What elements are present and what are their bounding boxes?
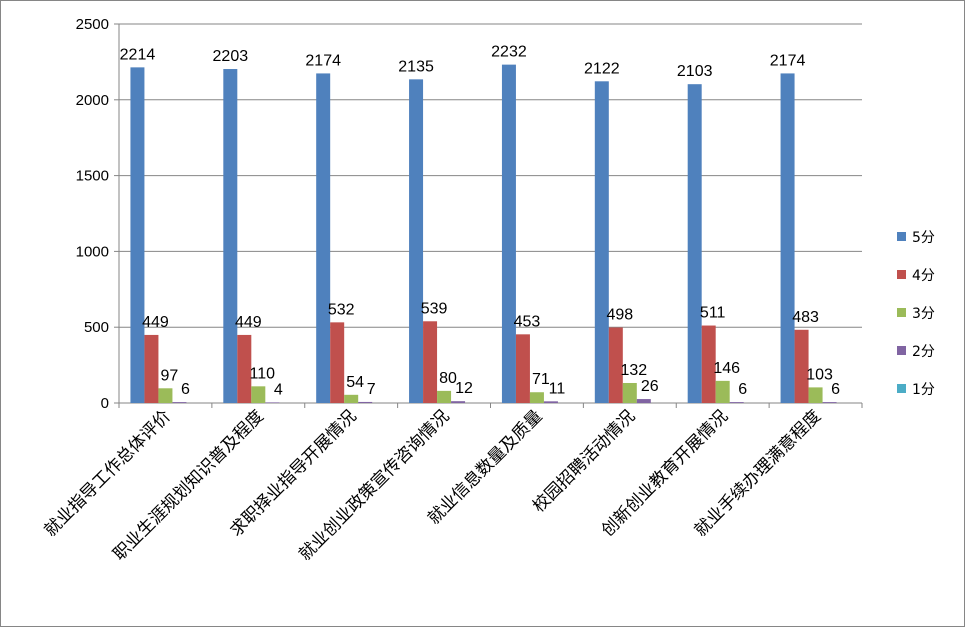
bar-2分-6	[729, 402, 744, 403]
bar-4分-5	[608, 327, 623, 403]
legend-swatch-4分	[897, 270, 906, 279]
bar-3分-5	[622, 382, 637, 403]
data-label: 453	[514, 313, 541, 330]
bar-2分-0	[172, 402, 187, 403]
legend-swatch-2分	[897, 346, 906, 355]
bar-5分-4	[501, 64, 516, 404]
legend-swatch-1分	[897, 384, 906, 393]
legend: 5分 4分 3分 2分 1分	[897, 230, 935, 398]
data-label: 511	[700, 305, 726, 322]
axes: 0 500 1000 1500 2000 2500	[76, 16, 863, 412]
y-tick-label: 2000	[76, 92, 109, 109]
data-label: 103	[806, 366, 833, 383]
bar-3分-2	[344, 394, 359, 403]
bar-5分-7	[780, 73, 795, 403]
legend-label: 2分	[912, 344, 935, 360]
data-label: 132	[620, 362, 647, 379]
data-label: 110	[250, 365, 276, 382]
bar-5分-5	[594, 81, 609, 403]
data-label: 6	[181, 381, 190, 398]
data-label: 449	[142, 314, 169, 331]
data-label: 26	[641, 378, 659, 395]
bar-4分-4	[515, 334, 530, 403]
bar-4分-3	[423, 321, 438, 403]
data-label: 4	[274, 381, 283, 398]
bar-4分-6	[701, 325, 716, 403]
y-tick-label: 2500	[76, 16, 109, 33]
gridlines	[119, 23, 862, 328]
data-label: 2135	[398, 58, 434, 75]
bars	[130, 64, 837, 404]
data-label: 2203	[213, 48, 249, 65]
legend-swatch-5分	[897, 232, 906, 241]
data-label: 12	[455, 380, 473, 397]
bar-3分-7	[808, 387, 823, 403]
y-tick-label: 1000	[76, 243, 109, 260]
legend-swatch-3分	[897, 308, 906, 317]
bar-3分-4	[529, 392, 544, 403]
bar-5分-6	[687, 84, 702, 403]
data-label: 6	[831, 381, 840, 398]
bar-3分-3	[437, 390, 452, 403]
data-label: 11	[549, 380, 566, 397]
data-label: 146	[713, 360, 740, 377]
data-label: 2232	[491, 44, 527, 61]
data-label: 483	[792, 309, 819, 326]
y-tick-label: 0	[101, 395, 109, 412]
bar-4分-7	[794, 329, 809, 403]
bar-2分-5	[636, 399, 651, 403]
data-label: 80	[439, 370, 457, 387]
legend-label: 3分	[912, 306, 935, 322]
data-label: 71	[532, 371, 550, 388]
bar-5分-1	[223, 69, 238, 403]
data-label: 2103	[677, 63, 713, 80]
category-label: 校园招聘活动情况	[529, 406, 639, 516]
bar-3分-6	[715, 380, 730, 403]
bar-3分-1	[251, 386, 266, 403]
bar-2分-3	[451, 401, 466, 403]
data-label: 449	[235, 314, 262, 331]
legend-label: 4分	[912, 268, 935, 284]
legend-label: 1分	[912, 382, 935, 398]
data-label: 2122	[584, 60, 620, 77]
bar-3分-0	[158, 388, 173, 403]
legend-label: 5分	[912, 230, 935, 246]
data-label: 97	[161, 367, 179, 384]
data-label: 6	[738, 381, 747, 398]
bar-2分-7	[822, 402, 837, 403]
y-tick-label: 500	[84, 319, 109, 336]
data-label: 7	[367, 381, 376, 398]
data-label: 54	[346, 374, 364, 391]
bar-2分-2	[358, 401, 373, 403]
bar-5分-3	[409, 79, 424, 404]
data-label: 2214	[120, 46, 156, 63]
bar-4分-1	[237, 334, 252, 403]
category-labels: 就业指导工作总体评价职业生涯规划知识普及程度求职择业指导开展情况就业创业政策宣传…	[41, 406, 825, 564]
bar-4分-0	[144, 334, 159, 403]
category-label: 职业生涯规划知识普及程度	[109, 406, 267, 564]
bar-5分-2	[316, 73, 331, 403]
data-label: 498	[606, 307, 633, 324]
data-label: 532	[328, 301, 355, 318]
bar-2分-4	[543, 401, 558, 403]
bar-5分-0	[130, 67, 145, 403]
category-label: 就业创业政策宣传咨询情况	[295, 406, 453, 564]
data-label: 539	[421, 300, 448, 317]
y-tick-label: 1500	[76, 168, 109, 185]
bar-4分-2	[330, 322, 345, 403]
data-label: 2174	[305, 52, 341, 69]
data-label: 2174	[770, 52, 806, 69]
bar-2分-1	[265, 402, 280, 403]
